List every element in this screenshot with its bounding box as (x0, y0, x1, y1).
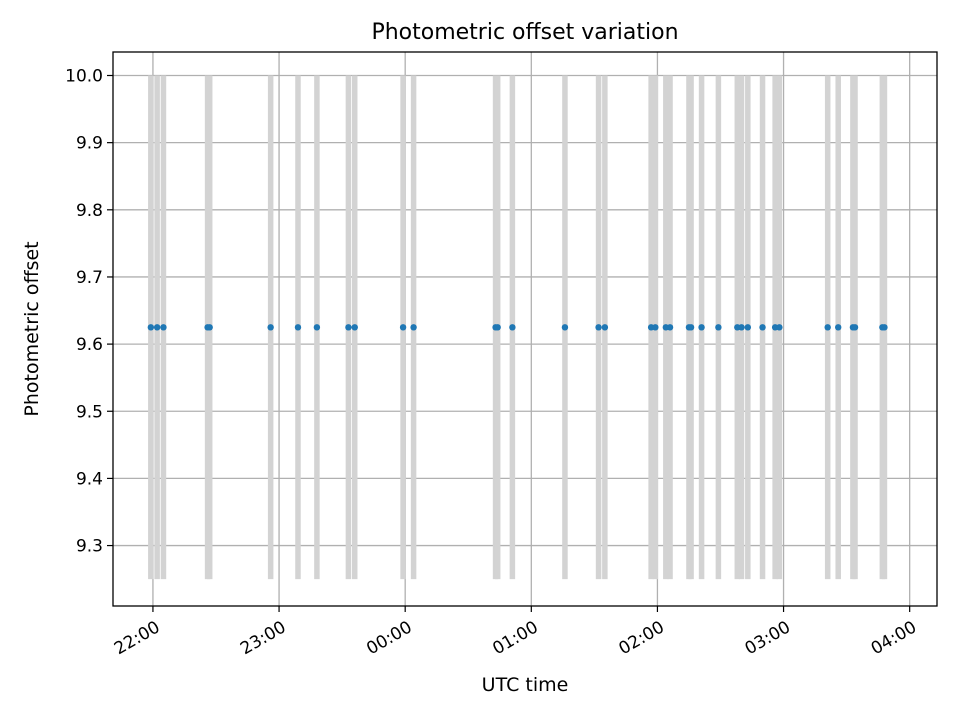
x-tick-label: 01:00 (489, 617, 541, 659)
data-point (294, 324, 302, 331)
data-point (698, 324, 705, 331)
data-point (206, 324, 213, 331)
data-point (153, 324, 161, 331)
data-point (345, 324, 352, 331)
y-tick-label: 10.0 (65, 67, 103, 87)
data-point (160, 324, 167, 331)
y-tick-label: 9.5 (76, 402, 103, 422)
chart-title: Photometric offset variation (371, 20, 678, 45)
data-point (759, 324, 766, 331)
data-point (687, 324, 695, 331)
data-point (776, 324, 783, 331)
data-point (835, 324, 842, 331)
data-point (494, 324, 501, 331)
data-point (351, 324, 358, 331)
data-point (595, 324, 602, 331)
x-tick-label: 23:00 (237, 617, 289, 659)
data-point (738, 324, 745, 331)
data-point (652, 324, 659, 331)
axes-frame (112, 51, 938, 607)
data-point (744, 324, 752, 331)
x-tick-label: 02:00 (615, 617, 667, 659)
data-point (824, 324, 831, 331)
y-tick-label: 9.6 (76, 335, 103, 355)
x-tick-label: 03:00 (742, 617, 794, 659)
data-point (399, 324, 407, 331)
data-point (666, 324, 674, 331)
y-tick-label: 9.7 (76, 268, 103, 288)
x-tick-label: 00:00 (363, 617, 415, 659)
plot-area: 22:00 23:00 00:00 01:00 02:00 03:00 04:00 9.3 9.… (65, 51, 938, 659)
data-point (410, 324, 417, 331)
data-point (715, 324, 722, 331)
x-tick-label: 04:00 (868, 617, 920, 659)
data-point (601, 324, 609, 331)
x-tick-label: 22:00 (111, 617, 163, 659)
data-point (851, 324, 859, 331)
y-axis-label: Photometric offset (21, 241, 43, 416)
data-point (881, 324, 888, 331)
data-point (147, 324, 155, 331)
y-tick-label: 9.4 (76, 469, 103, 489)
data-point (267, 324, 274, 331)
data-point (561, 324, 569, 331)
data-point (509, 324, 516, 331)
y-tick-label: 9.9 (76, 134, 103, 154)
y-tick-label: 9.3 (76, 537, 103, 557)
x-axis-label: UTC time (482, 674, 569, 696)
data-point (313, 324, 321, 331)
y-tick-label: 9.8 (76, 201, 103, 221)
